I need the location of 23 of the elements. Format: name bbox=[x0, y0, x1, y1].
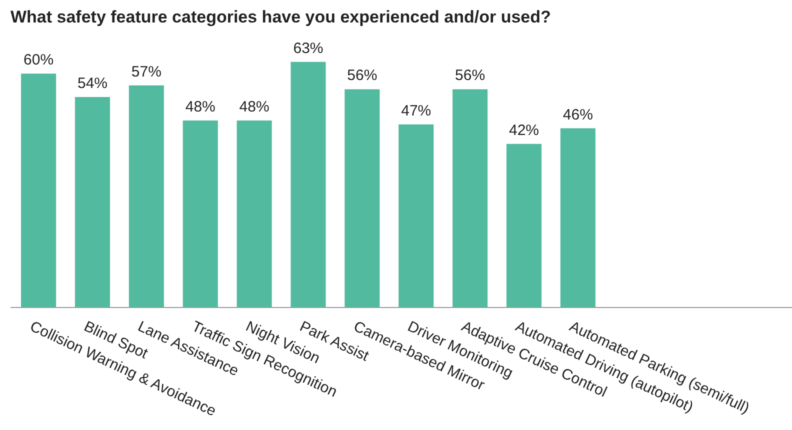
data-label: 56% bbox=[455, 67, 486, 84]
bar bbox=[398, 124, 434, 308]
data-label: 60% bbox=[24, 52, 54, 69]
data-label: 63% bbox=[293, 40, 324, 57]
bar bbox=[560, 128, 596, 308]
bar bbox=[21, 74, 56, 308]
data-label: 48% bbox=[185, 98, 216, 116]
data-label: 56% bbox=[347, 67, 378, 84]
bar bbox=[452, 89, 488, 308]
bar bbox=[74, 97, 110, 308]
bar bbox=[182, 120, 218, 308]
chart-title: What safety feature categories have you experienced and/or used? bbox=[10, 8, 551, 26]
bar bbox=[236, 120, 272, 308]
data-label: 47% bbox=[401, 102, 432, 120]
data-label: 48% bbox=[239, 98, 270, 116]
data-label: 46% bbox=[562, 106, 593, 124]
bar bbox=[506, 144, 542, 308]
bar bbox=[344, 89, 380, 308]
data-label: 54% bbox=[77, 75, 108, 92]
bar bbox=[290, 62, 326, 308]
data-label: 42% bbox=[508, 122, 540, 139]
bar bbox=[128, 85, 164, 308]
data-label: 57% bbox=[131, 63, 162, 80]
